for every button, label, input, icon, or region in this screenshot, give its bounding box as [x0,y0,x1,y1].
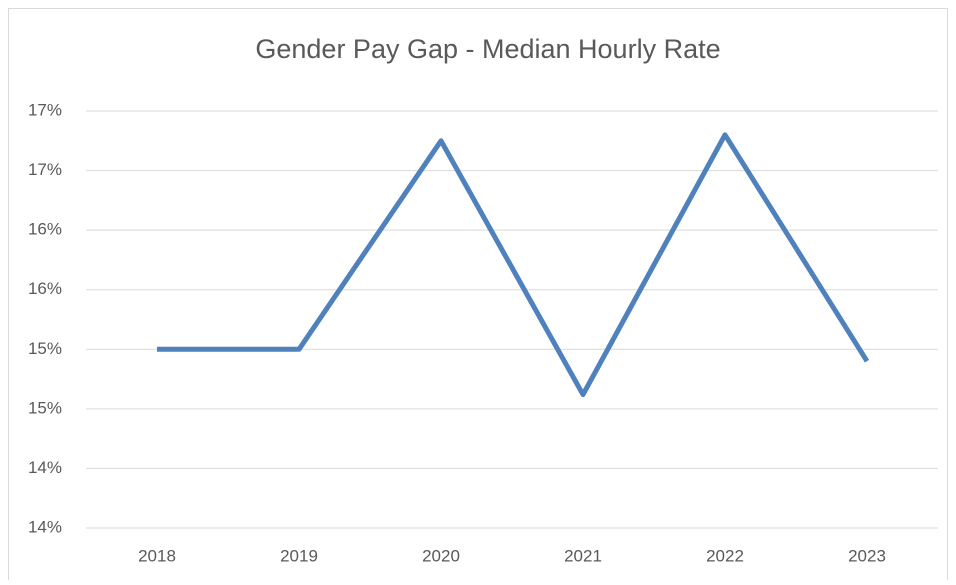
y-tick-label: 14% [28,517,62,536]
x-tick-label: 2019 [280,546,318,565]
x-tick-label: 2018 [138,546,176,565]
x-tick-label: 2021 [564,546,602,565]
line-series [157,132,870,398]
y-tick-label: 14% [28,458,62,477]
x-tick-label: 2022 [706,546,744,565]
chart-border [8,8,948,585]
y-tick-label: 16% [28,279,62,298]
y-tick-label: 15% [28,398,62,417]
x-tick-label: 2020 [422,546,460,565]
chart-title: Gender Pay Gap - Median Hourly Rate [255,34,720,64]
y-tick-label: 16% [28,220,62,239]
y-tick-label: 17% [28,160,62,179]
y-tick-label: 15% [28,339,62,358]
y-tick-label: 17% [28,100,62,119]
x-tick-label: 2023 [848,546,886,565]
